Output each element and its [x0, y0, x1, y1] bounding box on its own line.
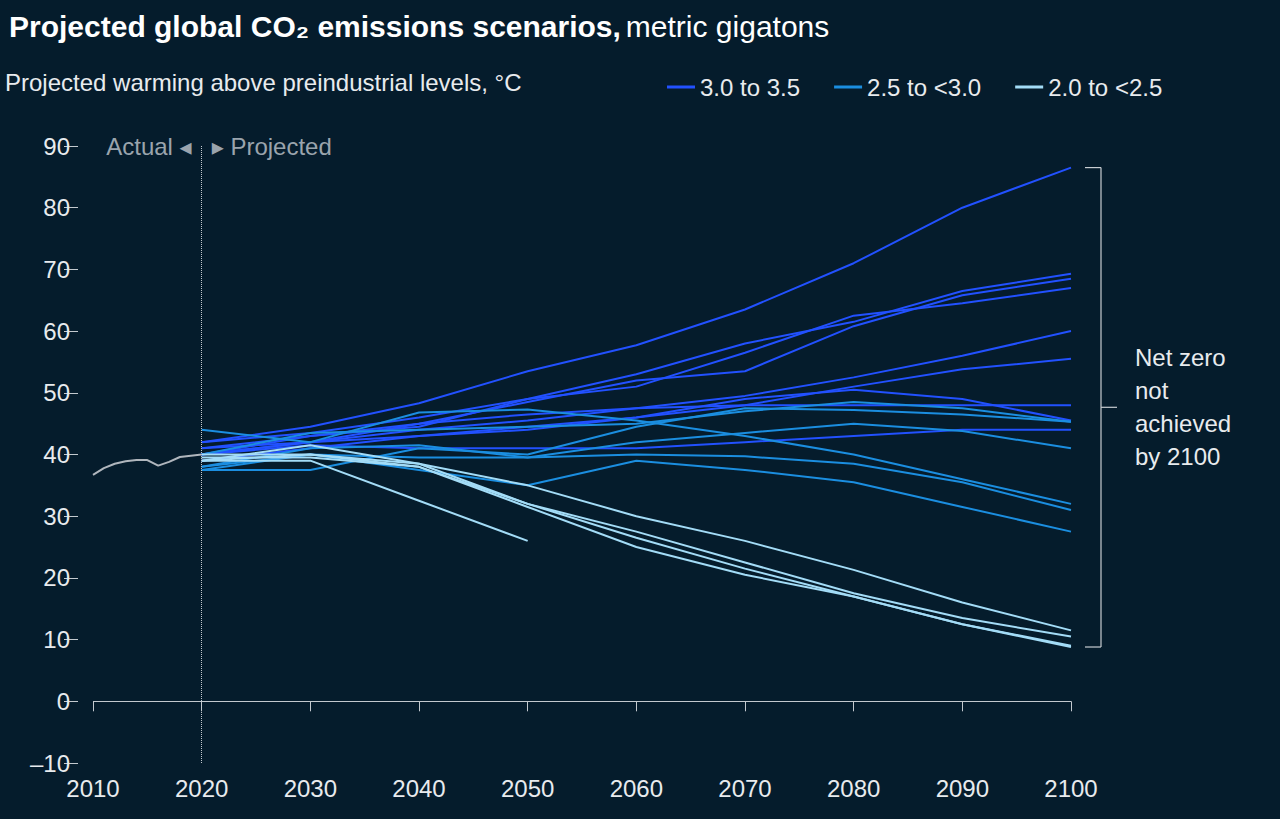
svg-text:20: 20 — [43, 564, 70, 591]
svg-text:90: 90 — [43, 133, 70, 160]
svg-text:2010: 2010 — [66, 775, 119, 802]
svg-text:2030: 2030 — [284, 775, 337, 802]
svg-text:3.0 to 3.5: 3.0 to 3.5 — [700, 74, 800, 101]
svg-text:▸ Projected: ▸ Projected — [212, 133, 332, 160]
svg-text:2040: 2040 — [392, 775, 445, 802]
svg-text:10: 10 — [43, 626, 70, 653]
svg-text:2020: 2020 — [175, 775, 228, 802]
svg-text:2.0 to <2.5: 2.0 to <2.5 — [1048, 74, 1162, 101]
svg-text:2060: 2060 — [610, 775, 663, 802]
svg-text:by 2100: by 2100 — [1135, 443, 1220, 470]
svg-text:metric gigatons: metric gigatons — [626, 10, 829, 43]
svg-text:2080: 2080 — [827, 775, 880, 802]
svg-text:Projected global CO₂ emissions: Projected global CO₂ emissions scenarios… — [9, 10, 621, 43]
svg-text:achieved: achieved — [1135, 410, 1231, 437]
svg-text:40: 40 — [43, 441, 70, 468]
svg-text:2.5 to <3.0: 2.5 to <3.0 — [867, 74, 981, 101]
svg-text:2050: 2050 — [501, 775, 554, 802]
svg-text:60: 60 — [43, 318, 70, 345]
svg-text:2090: 2090 — [936, 775, 989, 802]
svg-text:Projected warming above preind: Projected warming above preindustrial le… — [5, 69, 522, 96]
svg-text:–10: –10 — [30, 750, 70, 777]
svg-text:2100: 2100 — [1044, 775, 1097, 802]
svg-text:0: 0 — [57, 688, 70, 715]
svg-text:2070: 2070 — [718, 775, 771, 802]
svg-text:not: not — [1135, 377, 1169, 404]
svg-text:30: 30 — [43, 503, 70, 530]
svg-text:50: 50 — [43, 379, 70, 406]
svg-text:Net zero: Net zero — [1135, 344, 1226, 371]
svg-text:80: 80 — [43, 194, 70, 221]
svg-text:Actual ◂: Actual ◂ — [106, 133, 191, 160]
svg-text:70: 70 — [43, 256, 70, 283]
